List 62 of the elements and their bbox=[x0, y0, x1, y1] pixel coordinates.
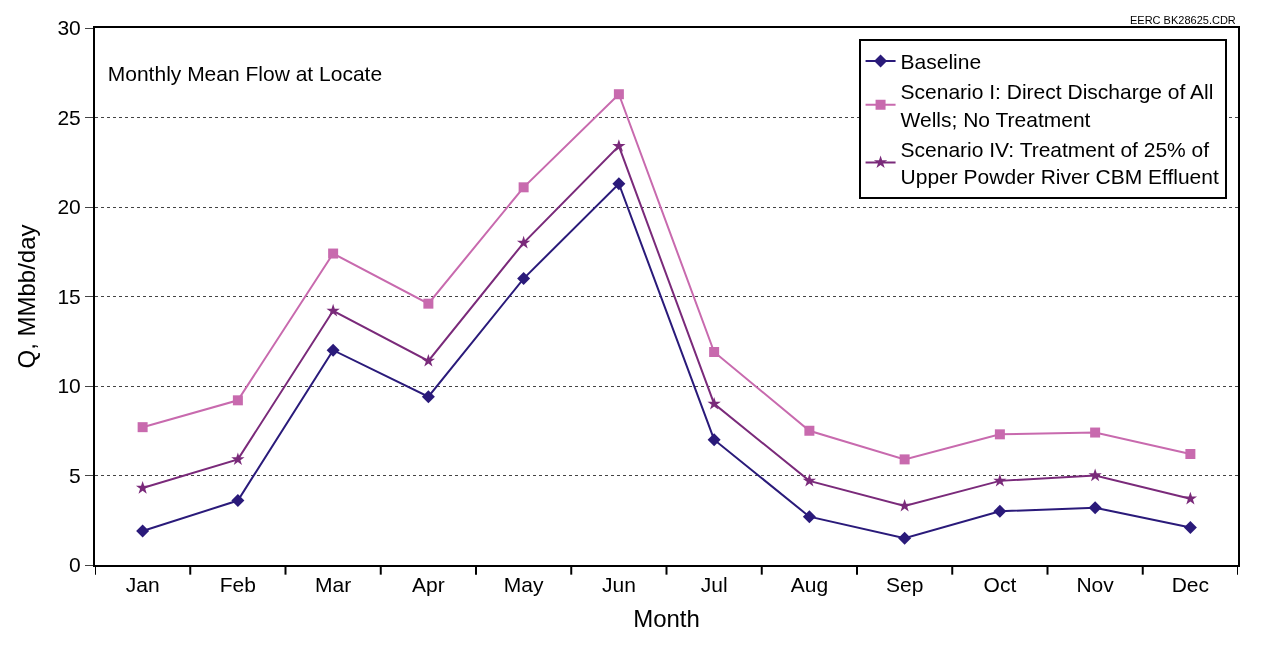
point bbox=[421, 390, 435, 404]
y-axis-title: Q, MMbb/day bbox=[13, 224, 41, 369]
point bbox=[232, 395, 243, 406]
x-tick-label: Apr bbox=[412, 573, 445, 597]
point bbox=[897, 498, 912, 512]
point bbox=[898, 531, 912, 545]
text: EERC BK28625.CDR bbox=[1130, 14, 1236, 26]
x-tick-label: May bbox=[503, 573, 544, 597]
point bbox=[1183, 520, 1197, 534]
x-tick-label: Jan bbox=[125, 573, 160, 597]
point bbox=[135, 481, 150, 494]
point bbox=[231, 452, 245, 466]
point bbox=[421, 353, 436, 367]
legend-label: Scenario IV: Treatment of 25% of Upper Powder River CBM Effluent bbox=[900, 137, 1219, 189]
y-tick-label: 30 bbox=[57, 16, 81, 40]
y-tick-label: 0 bbox=[69, 553, 81, 577]
point bbox=[1088, 501, 1102, 515]
point bbox=[518, 182, 529, 193]
point bbox=[994, 429, 1005, 440]
point bbox=[613, 89, 624, 100]
point bbox=[899, 454, 910, 465]
x-axis-title: Month bbox=[633, 605, 700, 632]
point bbox=[1183, 491, 1198, 505]
point bbox=[1090, 427, 1101, 438]
text: Monthly Mean Flow at Locate bbox=[107, 62, 383, 86]
point bbox=[136, 524, 150, 538]
x-tick-label: Jul bbox=[700, 573, 728, 597]
x-tick-label: Mar bbox=[315, 573, 352, 597]
y-tick-label: 5 bbox=[69, 463, 81, 487]
point bbox=[517, 272, 531, 286]
point bbox=[612, 177, 626, 191]
x-tick-label: Jun bbox=[601, 573, 636, 597]
point bbox=[137, 422, 148, 433]
point bbox=[516, 235, 531, 249]
point bbox=[328, 248, 339, 259]
point bbox=[993, 473, 1007, 487]
point bbox=[707, 433, 721, 447]
point bbox=[707, 396, 721, 410]
legend-label: Baseline bbox=[900, 50, 982, 74]
point bbox=[802, 510, 816, 524]
x-tick-label: Nov bbox=[1076, 573, 1115, 597]
point bbox=[1185, 449, 1196, 460]
point bbox=[326, 303, 340, 317]
x-tick-label: Feb bbox=[219, 573, 256, 597]
point bbox=[993, 504, 1007, 518]
x-tick-label: Sep bbox=[885, 573, 924, 597]
point bbox=[1088, 468, 1102, 482]
x-tick-label: Oct bbox=[983, 573, 1017, 597]
point bbox=[709, 346, 720, 357]
y-tick-label: 25 bbox=[57, 105, 81, 129]
x-tick-label: Dec bbox=[1171, 573, 1210, 597]
point bbox=[326, 343, 340, 357]
point bbox=[423, 298, 434, 309]
point bbox=[802, 473, 817, 487]
legend-label: Scenario I: Direct Discharge of All Wells; No Treatment bbox=[900, 80, 1214, 131]
y-tick-label: 15 bbox=[57, 284, 81, 308]
y-tick-label: 10 bbox=[57, 374, 81, 398]
point bbox=[804, 425, 815, 436]
y-tick-label: 20 bbox=[57, 195, 81, 219]
point bbox=[231, 494, 245, 508]
point bbox=[612, 139, 626, 152]
x-tick-label: Aug bbox=[790, 573, 829, 597]
